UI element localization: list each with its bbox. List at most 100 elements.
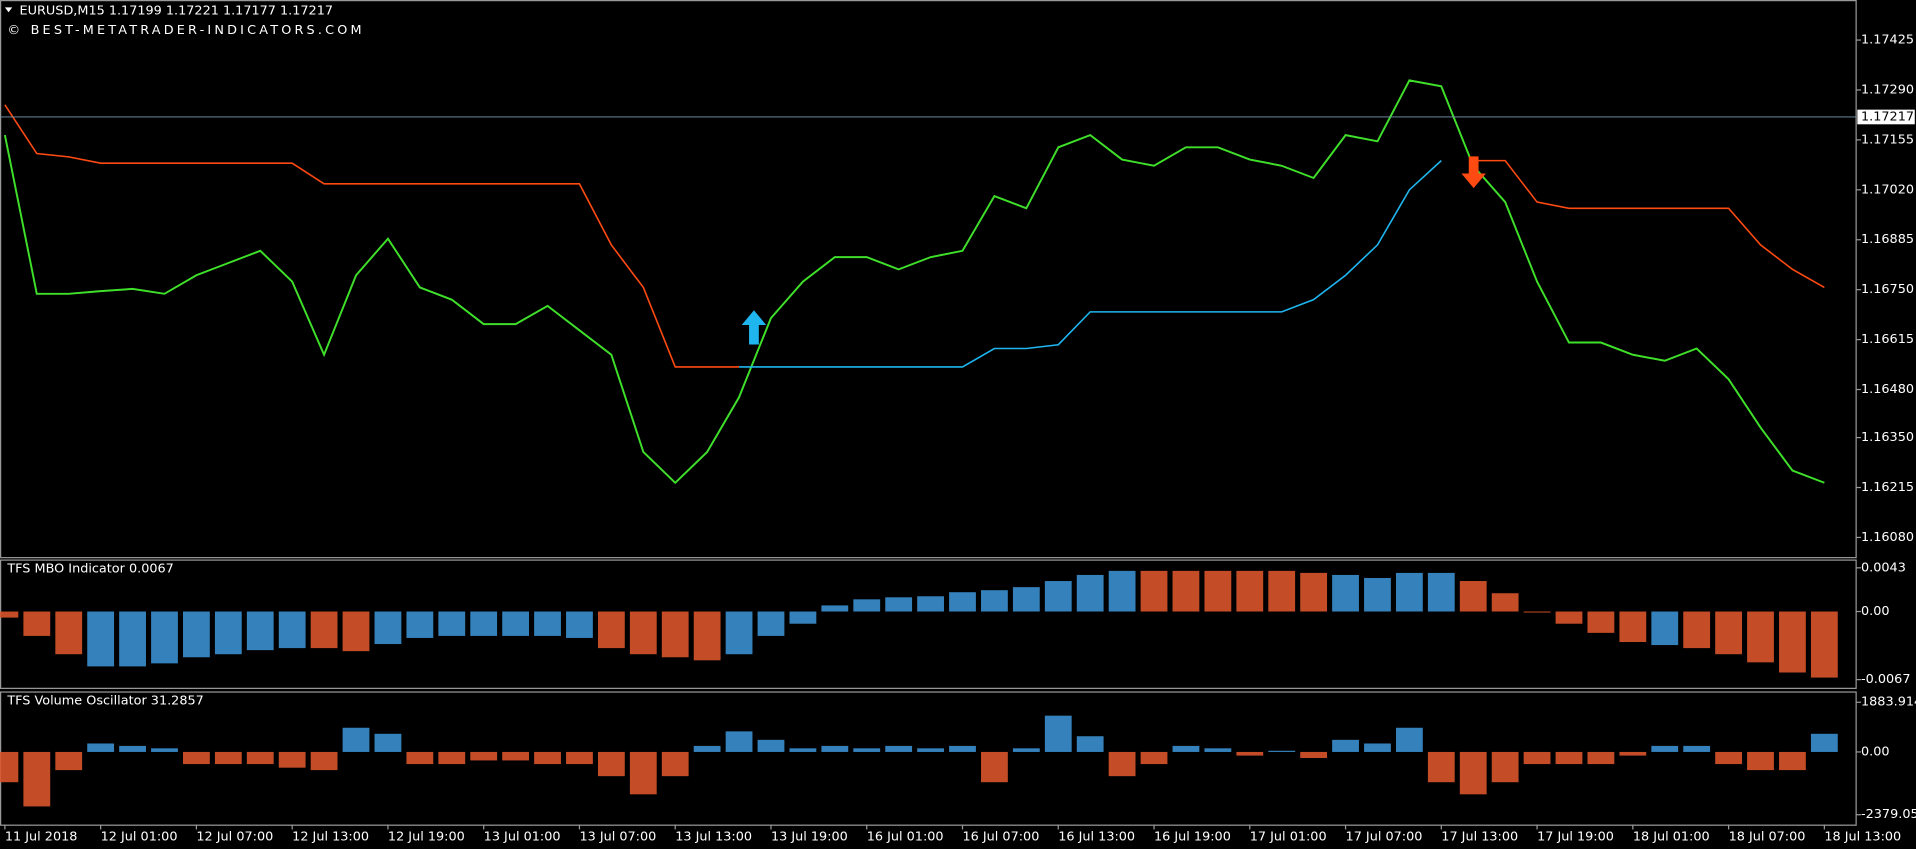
histogram-bar: [406, 611, 434, 638]
histogram-bar: [1204, 748, 1232, 752]
histogram-bar: [1076, 736, 1104, 752]
x-tick-label: 12 Jul 01:00: [101, 829, 178, 844]
histogram-bar: [1364, 743, 1391, 752]
y-tick-label: 1.16615: [1861, 332, 1914, 347]
histogram-bar: [757, 611, 785, 636]
histogram-bar: [87, 743, 115, 752]
trailing-stop-line: [739, 160, 1442, 368]
y-tick-label: 1.16080: [1861, 530, 1914, 545]
histogram-bar: [757, 739, 785, 752]
histogram-bar: [1108, 751, 1136, 777]
y-tick-label: -2379.057: [1861, 807, 1916, 822]
x-tick-label: 16 Jul 19:00: [1154, 829, 1231, 844]
histogram-bar: [438, 611, 466, 636]
histogram-bar: [661, 611, 689, 658]
histogram-bar: [1076, 574, 1104, 612]
x-tick-label: 16 Jul 07:00: [963, 829, 1040, 844]
histogram-bar: [502, 751, 530, 761]
histogram-bar: [1555, 611, 1583, 624]
histogram-bar: [853, 599, 881, 612]
x-tick-label: 18 Jul 07:00: [1729, 829, 1806, 844]
histogram-bar: [1012, 748, 1040, 752]
sell-arrow: [1461, 156, 1486, 189]
histogram-bar: [1044, 715, 1072, 752]
histogram-bar: [438, 751, 466, 765]
histogram-bar: [885, 597, 913, 612]
symbol-header: EURUSD,M15 1.17199 1.17221 1.17177 1.172…: [20, 3, 333, 18]
histogram-bar: [87, 611, 115, 667]
main-panel-frame: [0, 0, 1857, 559]
histogram-bar: [566, 611, 593, 638]
histogram-bar: [1395, 727, 1423, 752]
histogram-bar: [310, 611, 338, 649]
histogram-bar: [1332, 574, 1359, 612]
histogram-bar: [693, 745, 721, 752]
histogram-bar: [1459, 751, 1487, 795]
histogram-bar: [597, 611, 625, 649]
histogram-bar: [183, 611, 210, 658]
y-tick-label: -0.0067: [1861, 672, 1910, 687]
histogram-bar: [278, 611, 306, 649]
current-price-tag: [1857, 109, 1915, 125]
histogram-bar: [1747, 611, 1774, 663]
x-tick-label: 12 Jul 07:00: [196, 829, 273, 844]
histogram-bar: [1012, 587, 1040, 612]
histogram-bar: [310, 751, 338, 771]
histogram-bar: [1747, 751, 1774, 771]
histogram-bar: [917, 596, 944, 612]
histogram-bar: [1044, 581, 1072, 612]
y-tick-label: 1.16480: [1861, 382, 1914, 397]
histogram-bar: [151, 748, 178, 752]
histogram-bar: [278, 751, 306, 768]
histogram-bar: [1172, 570, 1200, 612]
menu-triangle[interactable]: [4, 7, 13, 13]
histogram-bar: [981, 751, 1008, 783]
x-tick-label: 17 Jul 07:00: [1346, 829, 1423, 844]
histogram-bar: [502, 611, 530, 636]
current-price-label: 1.17217: [1861, 109, 1914, 124]
y-tick-label: 0.0043: [1861, 560, 1906, 575]
x-tick-label: 13 Jul 07:00: [579, 829, 656, 844]
histogram-bar: [1268, 570, 1296, 612]
histogram-bar: [1140, 570, 1168, 612]
x-tick-label: 18 Jul 01:00: [1633, 829, 1710, 844]
histogram-bar: [1779, 751, 1806, 771]
histogram-bar: [1108, 570, 1136, 612]
histogram-bar: [789, 748, 817, 752]
histogram-bar: [1395, 572, 1423, 612]
histogram-bar: [597, 751, 625, 777]
histogram-bar: [55, 611, 83, 655]
histogram-bar: [949, 592, 976, 612]
histogram-bar: [1523, 611, 1551, 613]
histogram-bar: [246, 611, 274, 651]
histogram-bar: [55, 751, 83, 771]
histogram-bar: [1779, 611, 1806, 673]
histogram-bar: [183, 751, 210, 765]
histogram-bar: [119, 611, 146, 667]
histogram-bar: [661, 751, 689, 777]
histogram-bar: [853, 748, 881, 752]
x-tick-label: 12 Jul 13:00: [292, 829, 369, 844]
y-tick-label: 0.00: [1861, 604, 1890, 619]
x-tick-label: 13 Jul 01:00: [484, 829, 561, 844]
histogram-bar: [1427, 751, 1455, 783]
histogram-bar: [214, 751, 242, 765]
x-tick-label: 12 Jul 19:00: [388, 829, 465, 844]
histogram-bar: [406, 751, 434, 765]
histogram-bar: [1683, 745, 1711, 752]
histogram-bar: [1300, 572, 1328, 612]
histogram-bar: [1459, 581, 1487, 612]
histogram-bar: [342, 611, 370, 652]
y-tick-label: 1.17155: [1861, 132, 1914, 147]
histogram-bar: [1268, 750, 1296, 752]
histogram-bar: [1236, 751, 1264, 756]
y-tick-label: 1.16750: [1861, 282, 1914, 297]
histogram-bar: [917, 748, 944, 752]
histogram-bar: [23, 611, 51, 636]
histogram-bar: [1172, 745, 1200, 752]
histogram-bar: [1491, 751, 1519, 783]
histogram-bar: [1683, 611, 1711, 649]
